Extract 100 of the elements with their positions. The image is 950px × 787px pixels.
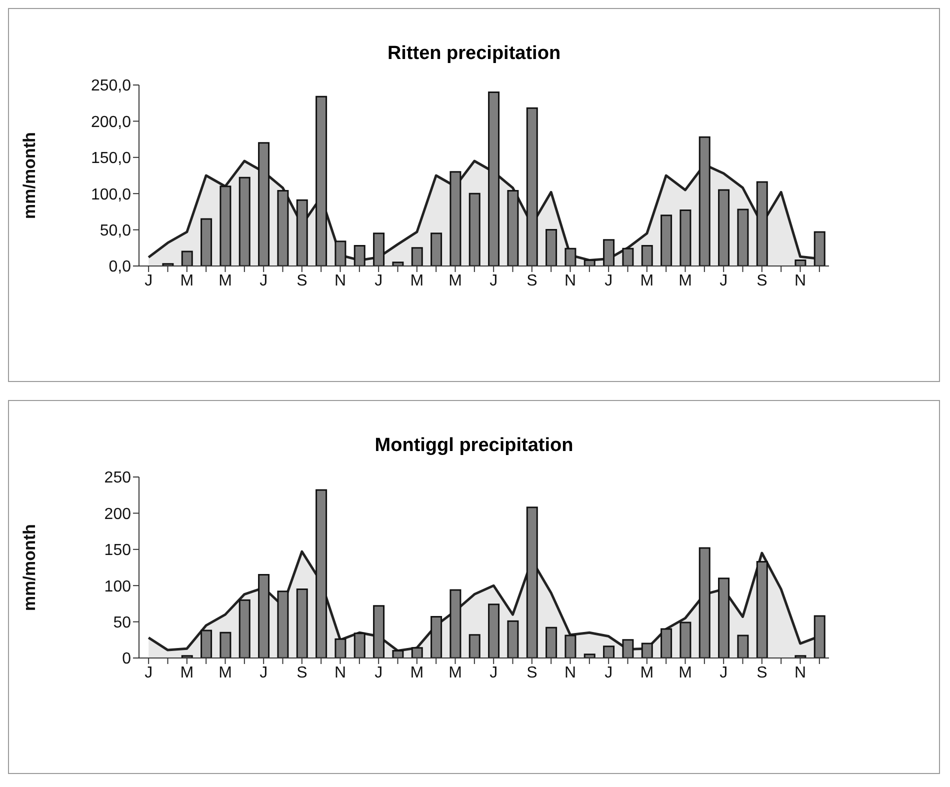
y-tick-label: 0 [122,650,132,668]
bar [430,232,442,266]
bar [373,605,385,658]
bar [737,208,749,266]
y-tick-label: 0,0 [108,258,132,276]
bar [564,634,576,658]
bar [488,91,500,266]
x-tick-label: M [640,664,654,682]
x-tick-label: N [564,272,576,290]
x-tick-label: J [260,664,268,682]
bar [373,232,385,266]
x-tick-label: S [756,272,768,290]
x-tick-label: M [180,664,194,682]
x-tick-label: M [448,272,462,290]
y-tick-label: 50,0 [100,222,132,240]
x-tick-label: N [334,664,346,682]
x-tick-label: M [678,272,692,290]
x-tick-label: J [490,664,498,682]
bar [603,239,615,266]
bar [622,248,634,266]
y-tick-label: 250,0 [90,78,132,95]
bar [622,639,634,658]
bar [814,231,826,266]
x-tick-label: M [180,272,194,290]
bar [450,171,462,266]
bar [660,628,672,658]
x-tick-label: S [526,664,538,682]
x-tick-label: M [410,272,424,290]
bar [584,259,596,266]
x-tick-label: S [296,664,308,682]
y-tick-label: 250 [104,470,132,487]
bar [277,190,289,266]
x-tick-label: J [374,664,383,682]
x-tick-label: J [720,272,728,290]
x-tick-label: S [756,664,768,682]
y-tick-label: 150 [104,542,132,560]
bar [238,176,250,266]
bar [698,136,710,266]
x-tick-label: M [448,664,462,682]
chart-title: Ritten precipitation [386,43,562,65]
x-tick-label: J [144,272,153,290]
bar [334,638,346,658]
bar [181,250,193,266]
bar [258,142,270,266]
x-tick-label: M [640,272,654,290]
y-tick-label: 100 [104,578,132,596]
bar [181,655,193,658]
bar [584,654,596,658]
x-tick-label: J [260,272,268,290]
x-tick-label: M [410,664,424,682]
bar [220,186,232,266]
x-tick-label: J [604,272,613,290]
bar [546,229,558,266]
bar [258,574,270,658]
x-tick-label: M [678,664,692,682]
bar [316,96,328,266]
x-tick-label: N [334,272,346,290]
x-tick-label: J [720,664,728,682]
bar [238,599,250,658]
bar [392,262,404,266]
y-axis-title: mm/month [20,524,40,611]
bar [718,578,730,658]
bar [488,604,500,658]
x-tick-label: M [218,272,232,290]
y-tick-label: 200,0 [90,114,132,131]
x-tick-label: M [218,664,232,682]
bar [603,646,615,658]
x-tick-label: N [794,272,806,290]
bar [794,259,806,266]
bar [354,244,366,266]
bar [641,244,653,266]
bar [411,247,423,266]
bar [296,199,308,266]
x-tick-label: S [296,272,308,290]
bar [526,107,538,266]
bar [641,642,653,658]
bar [507,620,519,658]
bar [392,650,404,658]
bar [680,210,692,266]
x-tick-label: N [564,664,576,682]
bar [277,590,289,658]
bar [430,616,442,658]
bar [794,655,806,658]
y-tick-label: 100,0 [90,186,132,204]
bar [316,489,328,658]
bar [162,263,174,266]
y-tick-label: 200 [104,506,132,523]
bar [660,214,672,266]
x-tick-label: J [490,272,498,290]
y-tick-label: 50 [113,614,132,632]
bar [468,634,480,658]
bar [507,190,519,266]
bar [546,626,558,658]
bar [526,506,538,658]
y-tick-label: 150,0 [90,150,132,168]
bar [718,189,730,266]
bar [200,218,212,266]
bar [564,248,576,266]
bar [737,634,749,658]
bar [698,547,710,658]
